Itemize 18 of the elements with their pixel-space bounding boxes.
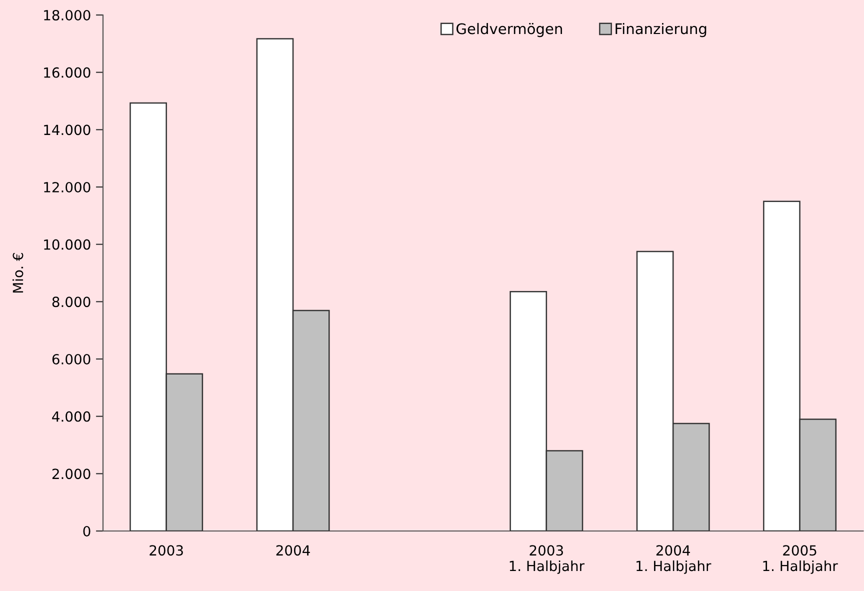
y-tick-label: 12.000 <box>44 182 90 192</box>
x-tick-label: 2004 <box>276 545 310 556</box>
x-tick-label: 2003 1. Halbjahr <box>510 545 584 574</box>
y-axis-title: Mio. € <box>12 253 24 293</box>
y-tick-label: 10.000 <box>44 239 90 250</box>
y-tick-label: 2.000 <box>52 468 90 480</box>
x-tick-label: 2004 1. Halbjahr <box>636 545 712 574</box>
y-tick-label: 6.000 <box>52 354 90 364</box>
legend-label: Finanzierung <box>616 22 706 38</box>
y-tick-label: 14.000 <box>44 124 90 136</box>
y-tick-label: 0 <box>83 526 90 536</box>
y-tick-label: 8.000 <box>52 296 90 308</box>
x-tick-label: 2003 <box>150 545 183 556</box>
y-tick-label: 18.000 <box>44 10 90 20</box>
x-tick-label: 2005 1. Halbjahr <box>763 545 838 574</box>
legend-label: Geldvermögen <box>456 22 562 38</box>
y-tick-label: 4.000 <box>52 411 90 422</box>
y-tick-label: 16.000 <box>44 67 90 78</box>
